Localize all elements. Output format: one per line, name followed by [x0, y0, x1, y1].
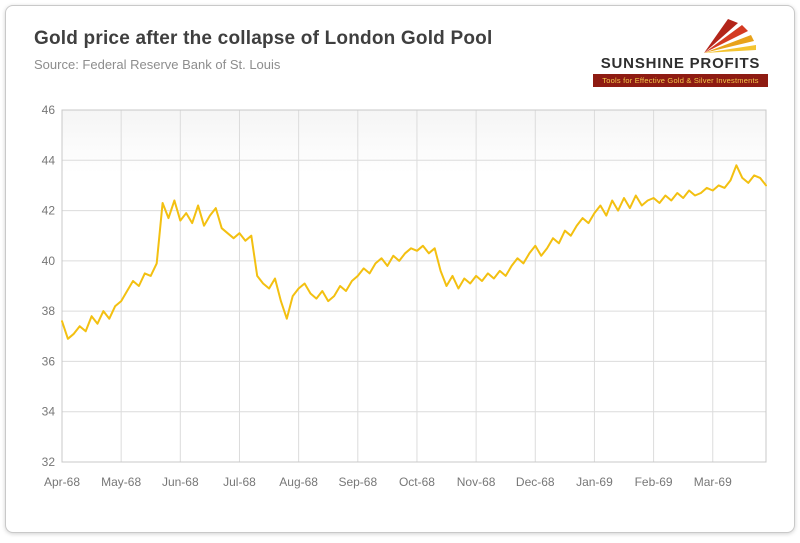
svg-text:Jul-68: Jul-68 [223, 475, 256, 489]
svg-text:Mar-69: Mar-69 [694, 475, 732, 489]
svg-text:46: 46 [42, 103, 56, 117]
fan-logo-icon [704, 19, 756, 53]
svg-text:38: 38 [42, 304, 56, 318]
svg-text:44: 44 [42, 153, 56, 167]
chart-card: Gold price after the collapse of London … [5, 5, 795, 533]
svg-text:May-68: May-68 [101, 475, 141, 489]
svg-text:34: 34 [42, 405, 56, 419]
svg-text:36: 36 [42, 354, 56, 368]
svg-text:Jan-69: Jan-69 [576, 475, 613, 489]
gold-price-chart: 32 34 36 38 40 42 44 46 Apr-68 May-68 Jun-68 Jul-68… [42, 103, 767, 489]
chart-header: Gold price after the collapse of London … [6, 6, 794, 98]
svg-text:Apr-68: Apr-68 [44, 475, 80, 489]
chart-area: 32 34 36 38 40 42 44 46 Apr-68 May-68 Jun-68 Jul-68… [6, 98, 794, 510]
svg-text:42: 42 [42, 204, 56, 218]
page-title: Gold price after the collapse of London … [34, 28, 493, 49]
svg-text:Dec-68: Dec-68 [516, 475, 555, 489]
svg-text:Oct-68: Oct-68 [399, 475, 435, 489]
svg-text:Sep-68: Sep-68 [338, 475, 377, 489]
svg-text:Jun-68: Jun-68 [162, 475, 199, 489]
logo-name: SUNSHINE PROFITS [600, 55, 761, 72]
logo-tagline: Tools for Effective Gold & Silver Invest… [593, 74, 768, 87]
sunshine-profits-logo: SUNSHINE PROFITS Tools for Effective Gol… [593, 16, 768, 87]
svg-text:Nov-68: Nov-68 [457, 475, 496, 489]
chart-source: Source: Federal Reserve Bank of St. Loui… [34, 57, 281, 72]
svg-text:Feb-69: Feb-69 [635, 475, 673, 489]
svg-text:32: 32 [42, 455, 56, 469]
svg-text:Aug-68: Aug-68 [279, 475, 318, 489]
svg-text:40: 40 [42, 254, 56, 268]
